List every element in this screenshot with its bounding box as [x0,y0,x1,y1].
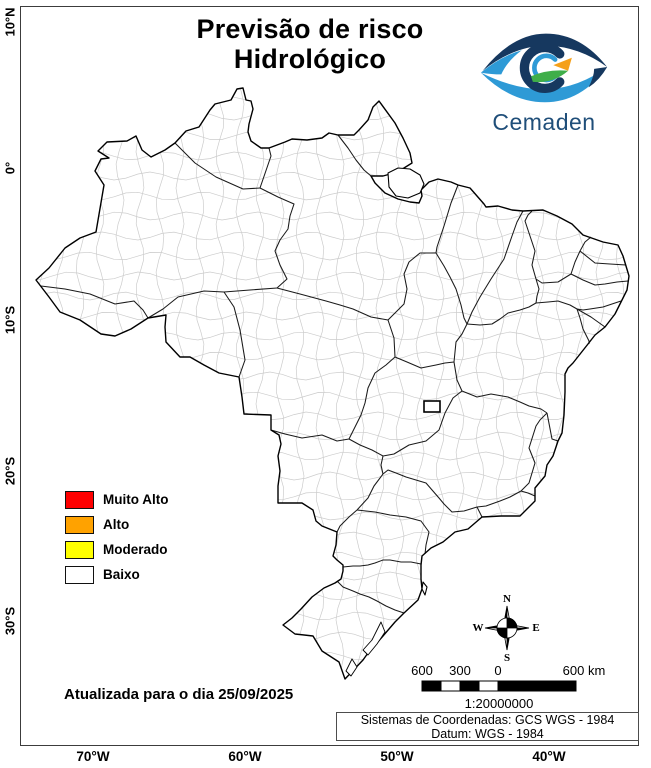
lon-label-60w: 60°W [228,749,262,764]
scale-label-600-left: 600 [411,663,433,678]
scale-bar [421,680,577,692]
lat-label-20s: 20°S [2,456,18,486]
lagoa-mirim [345,658,358,677]
coordinate-system-line: Sistemas de Coordenadas: GCS WGS - 1984 [360,712,615,727]
compass-south-label: S [503,652,511,664]
lon-label-40w: 40°W [532,749,566,764]
scale-ratio: 1:20000000 [464,696,534,711]
lat-label-0: 0° [2,161,18,175]
risk-legend: Muito Alto Alto Moderado Baixo [65,487,168,587]
scale-label-600km: 600 km [562,663,606,678]
compass-east-label: E [532,622,540,634]
scale-label-300: 300 [449,663,471,678]
legend-item-baixo: Baixo [65,562,168,587]
lagoa-dos-patos [362,621,386,656]
country-outline [35,87,630,680]
alto-label: Alto [103,517,130,532]
islands-and-lakes [345,167,441,677]
alto-swatch [65,515,94,534]
lon-label-70w: 70°W [76,749,110,764]
cemaden-wordmark: Cemaden [492,109,596,135]
page-title: Previsão de risco Hidrológico [20,14,600,74]
legend-item-muito-alto: Muito Alto [65,487,168,512]
compass-rose-icon [484,605,530,651]
lat-label-10s: 10°S [2,305,18,335]
datum-line: Datum: WGS - 1984 [431,726,544,741]
cemaden-eye-icon [480,33,608,103]
lat-label-10n: 10°N [2,7,18,37]
distrito-federal [423,400,441,413]
legend-item-alto: Alto [65,512,168,537]
marajo-island [387,167,425,199]
map-frame [20,6,639,746]
legend-item-moderado: Moderado [65,537,168,562]
title-line-2: Hidrológico [233,44,387,74]
state-boundaries [40,134,629,614]
municipal-boundaries [36,88,629,679]
coordinate-system-box: Sistemas de Coordenadas: GCS WGS - 1984 … [336,712,639,741]
baixo-label: Baixo [103,567,140,582]
muito-alto-label: Muito Alto [103,492,169,507]
cemaden-logo: Cemaden [468,28,620,136]
lat-label-30s: 30°S [2,606,18,636]
moderado-label: Moderado [103,542,168,557]
florianopolis-island [421,581,428,596]
muito-alto-swatch [65,490,94,509]
compass-north-label: N [503,593,511,605]
update-date-note: Atualizada para o dia 25/09/2025 [64,686,294,703]
compass-west-label: W [472,622,484,634]
title-line-1: Previsão de risco [196,14,424,44]
moderado-swatch [65,540,94,559]
baixo-swatch [65,565,94,584]
lon-label-50w: 50°W [380,749,414,764]
scale-label-0: 0 [494,663,502,678]
